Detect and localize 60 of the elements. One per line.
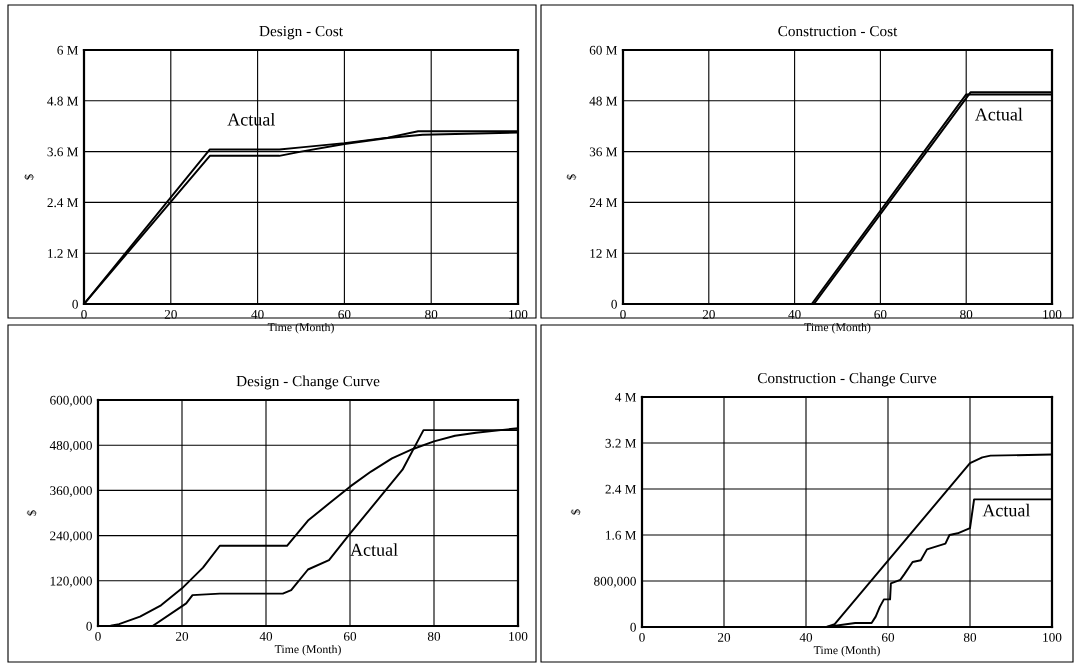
x-tick-label: 100 [1043,632,1062,642]
y-tick-label: 6 M [57,45,79,55]
y-tick-label: 0 [611,299,617,309]
x-tick-label: 60 [338,309,351,319]
y-tick-label: 480,000 [49,441,92,452]
x-tick-label: 80 [960,309,973,319]
x-tick-label: 100 [509,631,528,641]
y-tick-label: 24 M [589,198,618,207]
y-tick-label: 0 [86,621,92,631]
x-tick-label: 80 [425,309,438,319]
x-tick-label: 20 [717,632,731,642]
x-tick-label: 40 [788,309,801,319]
x-axis-title: Time (Month) [804,322,871,334]
y-tick-label: 4.8 M [47,96,79,106]
x-tick-label: 20 [175,631,189,641]
chart-title: Construction - Change Curve [757,372,937,387]
y-tick-label: 120,000 [50,576,92,588]
annotation: Actual [982,503,1031,517]
y-tick-label: 36 M [589,147,618,157]
y-tick-label: 48 M [589,96,618,106]
y-tick-label: 2.4 M [605,484,637,494]
x-tick-label: 60 [881,632,895,642]
y-tick-label: 0 [630,622,636,632]
y-axis-title: $ [24,174,35,180]
y-tick-label: 12 M [590,249,618,258]
y-axis-title: $ [570,509,581,515]
y-tick-label: 240,000 [50,531,92,543]
x-tick-label: 80 [963,632,977,642]
y-tick-label: 600,000 [50,395,92,407]
y-tick-label: 2.4 M [47,198,79,208]
y-tick-label: 360,000 [50,486,92,498]
x-axis-title: Time (Month) [274,644,341,656]
y-tick-label: 800,000 [594,576,636,588]
x-tick-label: 100 [1043,309,1062,319]
y-axis-title: $ [566,174,577,180]
chart-title: Construction - Cost [778,25,898,37]
x-tick-label: 100 [509,309,528,319]
y-tick-label: 1.6 M [606,530,637,540]
y-tick-label: 3.2 M [605,438,637,448]
chart-title: Design - Change Curve [236,375,380,390]
x-tick-label: 0 [639,632,645,642]
x-axis-title: Time (Month) [267,322,334,334]
x-tick-label: 0 [95,631,101,641]
annotation: Actual [974,107,1023,121]
y-tick-label: 0 [72,299,78,309]
chart-title: Design - Cost [259,25,343,40]
x-tick-label: 80 [427,631,441,641]
y-tick-label: 1.2 M [48,249,79,258]
y-axis-title: $ [26,510,37,516]
y-tick-label: 4 M [615,392,637,402]
x-tick-label: 20 [702,309,715,319]
x-tick-label: 20 [164,309,177,319]
x-tick-label: 40 [799,632,813,642]
x-tick-label: 60 [343,631,357,641]
x-tick-label: 40 [259,631,273,641]
y-tick-label: 60 M [589,45,618,55]
y-tick-label: 3.6 M [47,147,79,157]
x-axis-title: Time (Month) [813,645,880,657]
x-tick-label: 40 [251,309,264,319]
x-tick-label: 60 [874,309,887,319]
